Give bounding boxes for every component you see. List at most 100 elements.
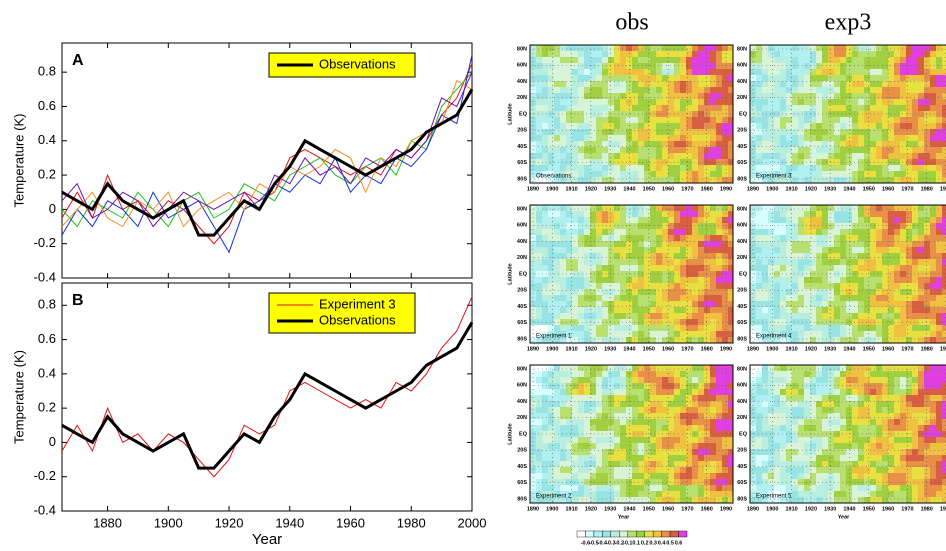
map-cell	[596, 371, 602, 377]
x-tick-label: 1920	[215, 515, 244, 530]
map-cell	[846, 365, 852, 371]
map-cell	[924, 473, 930, 479]
map-cell	[882, 491, 888, 497]
map-cell	[768, 87, 774, 93]
map-cell	[798, 419, 804, 425]
map-cell	[900, 413, 906, 419]
map-cell	[698, 401, 704, 407]
map-cell	[620, 105, 626, 111]
map-cell	[750, 45, 756, 51]
map-cell	[906, 123, 912, 129]
map-cell	[768, 57, 774, 63]
map-cell	[698, 497, 704, 503]
map-cell	[918, 147, 924, 153]
map-cell	[536, 307, 542, 313]
map-cell	[870, 147, 876, 153]
map-cell	[930, 407, 936, 413]
map-cell	[722, 265, 728, 271]
map-cell	[626, 419, 632, 425]
map-cell	[542, 301, 548, 307]
map-cell	[686, 395, 692, 401]
map-cell	[650, 431, 656, 437]
map-cell	[614, 473, 620, 479]
map-cell	[798, 93, 804, 99]
map-cell	[912, 437, 918, 443]
year-label: 1910	[565, 346, 577, 352]
map-cell	[710, 283, 716, 289]
map-cell	[780, 205, 786, 211]
map-cell	[710, 247, 716, 253]
map-cell	[756, 241, 762, 247]
map-cell	[918, 479, 924, 485]
map-cell	[768, 467, 774, 473]
map-cell	[906, 105, 912, 111]
map-cell	[710, 81, 716, 87]
y-tick-label: 0.6	[38, 331, 56, 346]
map-cell	[650, 365, 656, 371]
map-cell	[572, 211, 578, 217]
map-cell	[584, 211, 590, 217]
map-cell	[560, 401, 566, 407]
map-cell	[674, 147, 680, 153]
map-cell	[656, 331, 662, 337]
y-tick-label: 0.6	[38, 98, 56, 113]
map-cell	[822, 229, 828, 235]
map-cell	[858, 325, 864, 331]
map-cell	[762, 425, 768, 431]
map-cell	[840, 123, 846, 129]
map-cell	[650, 259, 656, 265]
map-cell	[674, 135, 680, 141]
map-cell	[906, 449, 912, 455]
map-cell	[828, 307, 834, 313]
map-cell	[786, 69, 792, 75]
map-cell	[786, 413, 792, 419]
map-cell	[798, 159, 804, 165]
map-cell	[768, 337, 774, 343]
map-cell	[840, 371, 846, 377]
map-cell	[888, 93, 894, 99]
map-cell	[722, 395, 728, 401]
map-cell	[710, 45, 716, 51]
map-cell	[846, 147, 852, 153]
map-cell	[716, 129, 722, 135]
map-cell	[882, 377, 888, 383]
map-cell	[560, 229, 566, 235]
map-cell	[650, 401, 656, 407]
y-tick-label: 0	[49, 434, 56, 449]
map-cell	[828, 247, 834, 253]
map-cell	[768, 455, 774, 461]
map-cell	[822, 223, 828, 229]
map-cell	[930, 313, 936, 319]
map-cell	[912, 443, 918, 449]
map-cell	[638, 331, 644, 337]
map-cell	[858, 365, 864, 371]
map-cell	[566, 407, 572, 413]
map-cell	[900, 419, 906, 425]
map-cell	[870, 307, 876, 313]
map-cell	[816, 105, 822, 111]
map-cell	[680, 401, 686, 407]
map-cell	[566, 389, 572, 395]
map-cell	[626, 485, 632, 491]
map-cell	[876, 147, 882, 153]
map-cell	[572, 331, 578, 337]
map-cell	[638, 337, 644, 343]
map-cell	[846, 63, 852, 69]
map-cell	[710, 301, 716, 307]
map-cell	[608, 437, 614, 443]
map-cell	[542, 253, 548, 259]
map-cell	[882, 395, 888, 401]
map-cell	[804, 497, 810, 503]
map-cell	[774, 241, 780, 247]
map-cell	[882, 419, 888, 425]
map-cell	[780, 259, 786, 265]
map-cell	[846, 295, 852, 301]
map-cell	[846, 371, 852, 377]
map-cell	[804, 289, 810, 295]
map-cell	[710, 171, 716, 177]
map-cell	[680, 69, 686, 75]
map-cell	[632, 325, 638, 331]
map-cell	[834, 45, 840, 51]
map-cell	[602, 135, 608, 141]
map-cell	[876, 389, 882, 395]
